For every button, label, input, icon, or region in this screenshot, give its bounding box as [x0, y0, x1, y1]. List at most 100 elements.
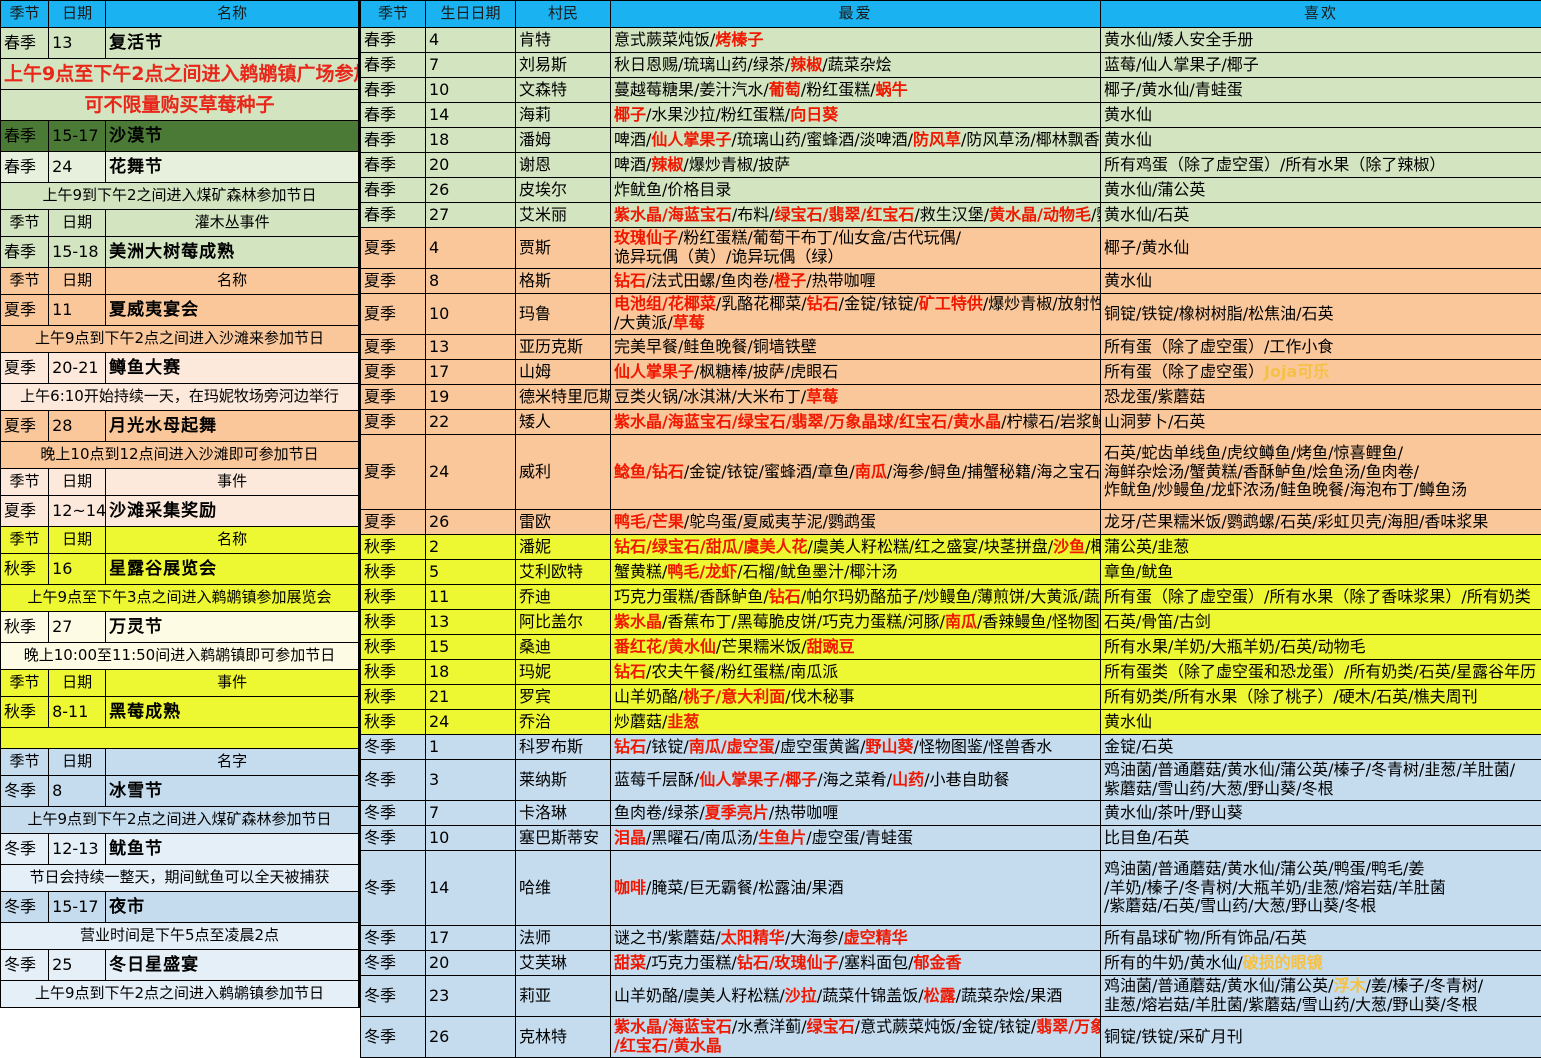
villager-season-cell: 秋季 — [361, 660, 426, 685]
festival-row: 上午9点到下午2点之间进入沙滩来参加节日 — [1, 326, 360, 353]
villager-season-cell: 夏季 — [361, 410, 426, 435]
highlight-text: 虚空精华 — [844, 928, 908, 947]
villager-name-cell: 潘妮 — [516, 535, 611, 560]
villager-season-cell: 秋季 — [361, 635, 426, 660]
highlight-text: 矿工特供 — [919, 294, 983, 313]
plain-text: 章鱼/鱿鱼 — [1104, 562, 1173, 581]
festival-row: 上午9点到下午2点之间进入煤矿森林参加节日 — [1, 807, 360, 834]
villager-likes-cell: 鸡油菌/普通蘑菇/黄水仙/蒲公英/浮木/姜/榛子/冬青树/韭葱/熔岩菇/羊肚菌/… — [1101, 976, 1541, 1017]
plain-text: /巧克力蛋糕/ — [646, 953, 737, 972]
plain-text: 黄水仙/茶叶/野山葵 — [1104, 803, 1243, 822]
festival-row: 晚上10:00至11:50间进入鹈鹕镇即可参加节日 — [1, 643, 360, 670]
highlight-text: 仙人掌果子 — [651, 130, 731, 149]
highlight-text: 南瓜 — [945, 612, 977, 631]
villager-loves-cell: 椰子/水果沙拉/粉红蛋糕/向日葵 — [611, 103, 1101, 128]
villager-birthday-cell: 27 — [426, 203, 516, 228]
villager-likes-cell: 鸡油菌/普通蘑菇/黄水仙/蒲公英/榛子/冬青树/韭葱/羊肚菌/紫蘑菇/雪山药/大… — [1101, 760, 1541, 801]
plain-text: /粉红蛋糕/ — [801, 80, 876, 99]
villager-season-cell: 秋季 — [361, 610, 426, 635]
festival-note-cell: 节日会持续一整天，期间鱿鱼可以全天被捕获 — [1, 865, 360, 892]
festival-col-header-2: 名称 — [106, 1, 359, 28]
villager-name-cell: 皮埃尔 — [516, 178, 611, 203]
villager-season-cell: 春季 — [361, 178, 426, 203]
festival-name-cell: 美洲大树莓成熟 — [106, 237, 359, 268]
villager-name-cell: 塞巴斯蒂安 — [516, 826, 611, 851]
festival-note-cell: 营业时间是下午5点至凌晨2点 — [1, 923, 360, 950]
festival-col-header-0: 季节 — [1, 1, 49, 28]
festival-note-cell: 上午9点至下午2点之间进入鹈鹕镇广场参加 — [1, 59, 360, 90]
highlight-text: 玫瑰仙子 — [614, 228, 678, 247]
plain-text: /金锭/铱锭/蜜蜂酒/章鱼/ — [684, 462, 855, 481]
villager-likes-cell: 黄水仙 — [1101, 103, 1541, 128]
plain-text: 意式蕨菜炖饭/ — [614, 30, 715, 49]
highlight-text: 翡翠/万象晶球 — [1036, 1017, 1100, 1036]
plain-text: /虞美人籽松糕/红之盛宴/块茎拼盘/ — [808, 537, 1054, 556]
villager-name-cell: 格斯 — [516, 269, 611, 294]
villager-loves-cell: 鲶鱼/钻石/金锭/铱锭/蜜蜂酒/章鱼/南瓜/海参/鲟鱼/捕蟹秘籍/海之宝石 — [611, 435, 1101, 510]
festival-row: 可不限量购买草莓种子 — [1, 90, 360, 121]
highlight-text: 南瓜 — [855, 462, 887, 481]
festival-season-cell: 春季 — [1, 28, 49, 59]
festival-row: 季节日期名称 — [1, 1, 360, 28]
villager-likes-cell: 黄水仙 — [1101, 710, 1541, 735]
villager-season-cell: 春季 — [361, 28, 426, 53]
villager-loves-cell: 钻石/铱锭/南瓜/虚空蛋/虚空蛋黄酱/野山葵/怪物图鉴/怪兽香水 — [611, 735, 1101, 760]
highlight-text: 绿宝石 — [807, 1017, 855, 1036]
villager-loves-cell: 谜之书/紫蘑菇/太阳精华/大海参/虚空精华 — [611, 926, 1101, 951]
villager-name-cell: 矮人 — [516, 410, 611, 435]
plain-text: 椰子/黄水仙/青蛙蛋 — [1104, 80, 1243, 99]
plain-text: /铱锭/ — [646, 737, 689, 756]
villager-birthday-cell: 23 — [426, 976, 516, 1017]
plain-text: 所有蛋（除了虚空蛋）/工作小食 — [1104, 337, 1333, 356]
highlight-text: 鲶鱼/钻石 — [614, 462, 684, 481]
plain-text: /海参/鲟鱼/捕蟹秘籍/海之宝石 — [887, 462, 1101, 481]
festival-note-cell: 上午9点至下午3点之间进入鹈鹕镇参加展览会 — [1, 585, 360, 612]
villager-loves-cell: 蔓越莓糖果/姜汁汽水/葡萄/粉红蛋糕/蜗牛 — [611, 78, 1101, 103]
villager-loves-cell: 玫瑰仙子/粉红蛋糕/葡萄干布丁/仙女盒/古代玩偶/诡异玩偶（黄）/诡异玩偶（绿） — [611, 228, 1101, 269]
villager-likes-cell: 金锭/石英 — [1101, 735, 1541, 760]
villager-likes-cell: 所有的牛奶/黄水仙/破损的眼镜 — [1101, 951, 1541, 976]
villager-likes-cell: 黄水仙 — [1101, 269, 1541, 294]
plain-text: 啤酒/ — [614, 130, 651, 149]
highlight-text: 南瓜/虚空蛋 — [689, 737, 775, 756]
villager-likes-cell: 黄水仙 — [1101, 128, 1541, 153]
villager-name-cell: 乔迪 — [516, 585, 611, 610]
festival-date-cell: 24 — [49, 152, 106, 183]
plain-text: /乳酪花椰菜/ — [716, 294, 807, 313]
villager-name-cell: 肯特 — [516, 28, 611, 53]
villager-name-cell: 威利 — [516, 435, 611, 510]
festival-row: 营业时间是下午5点至凌晨2点 — [1, 923, 360, 950]
plain-text: /紫蘑菇/石英/雪山药/大葱/野山葵/冬根 — [1104, 896, 1376, 915]
villager-loves-cell: 紫水晶/香蕉布丁/黑莓脆皮饼/巧克力蛋糕/河豚/南瓜/香辣鳗鱼/怪物图鉴 — [611, 610, 1101, 635]
highlight-text: 鸭毛/龙虾 — [667, 562, 737, 581]
festival-date-cell: 13 — [49, 28, 106, 59]
villager-name-cell: 贾斯 — [516, 228, 611, 269]
highlight-text: 钻石 — [807, 294, 839, 313]
plain-text: 所有蛋（除了虚空蛋）/所有水果（除了香味浆果）/所有奶类 — [1104, 587, 1531, 606]
plain-text: 所有蛋（除了虚空蛋） — [1104, 362, 1264, 381]
highlight-text: 草莓 — [673, 313, 705, 332]
villager-loves-cell: 仙人掌果子/枫糖棒/披萨/虎眼石 — [611, 360, 1101, 385]
plain-text: /海之菜肴/ — [817, 770, 892, 789]
villager-season-cell: 冬季 — [361, 851, 426, 926]
villager-birthday-cell: 10 — [426, 826, 516, 851]
highlight-text: 钻石/玫瑰仙子 — [737, 953, 839, 972]
plain-text: 山羊奶酪/ — [614, 687, 683, 706]
highlight-text: 椰子 — [614, 105, 646, 124]
festival-season-cell: 秋季 — [1, 554, 49, 585]
festival-row: 上午9到下午2之间进入煤矿森林参加节日 — [1, 183, 360, 210]
villager-col-header-0: 季节 — [361, 1, 426, 28]
plain-text: /怪物图鉴/怪兽香水 — [913, 737, 1052, 756]
festival-season-cell: 夏季 — [1, 411, 49, 442]
